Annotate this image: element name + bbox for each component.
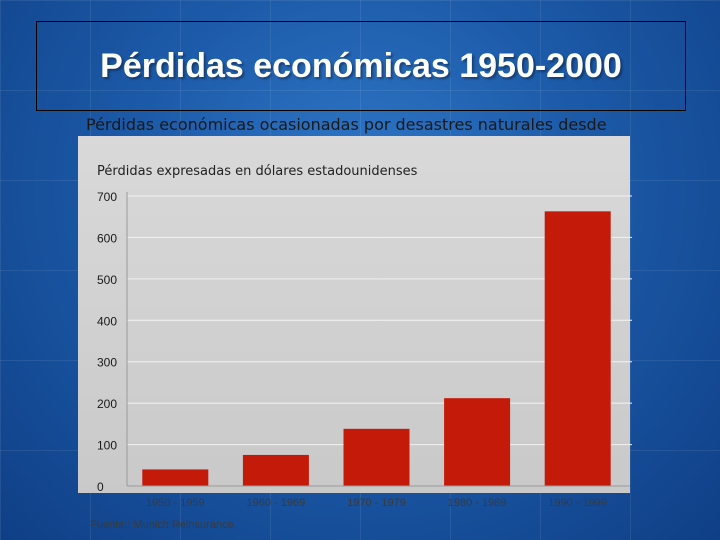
bar [142, 469, 209, 486]
bar [444, 398, 511, 486]
x-tick-label: 1980 - 1989 [448, 497, 507, 509]
x-tick-label: 1970 - 1979 [347, 497, 406, 509]
x-tick-label: 1950 - 1959 [146, 497, 205, 509]
chart-subtitle: Pérdidas expresadas en dólares estadouni… [97, 164, 418, 179]
x-tick-label: 1990 - 1999 [548, 497, 607, 509]
y-tick-label: 100 [97, 439, 117, 453]
bar [242, 454, 309, 486]
y-tick-label: 700 [97, 190, 117, 204]
y-tick-label: 300 [97, 356, 117, 370]
y-tick-label: 400 [97, 314, 117, 328]
y-tick-label: 500 [97, 273, 117, 287]
y-tick-label: 0 [97, 480, 104, 494]
bar [343, 428, 410, 486]
y-tick-label: 200 [97, 397, 117, 411]
x-tick-label: 1960 - 1969 [247, 497, 306, 509]
bar [544, 211, 611, 487]
chart-title: Pérdidas económicas ocasionadas por desa… [86, 115, 607, 134]
y-tick-label: 600 [97, 231, 117, 245]
slide-title: Pérdidas económicas 1950-2000 [100, 46, 622, 85]
title-frame: Pérdidas económicas 1950-2000 [36, 21, 686, 111]
source-note: Fuente:: Munich Reinsurance [90, 519, 234, 531]
